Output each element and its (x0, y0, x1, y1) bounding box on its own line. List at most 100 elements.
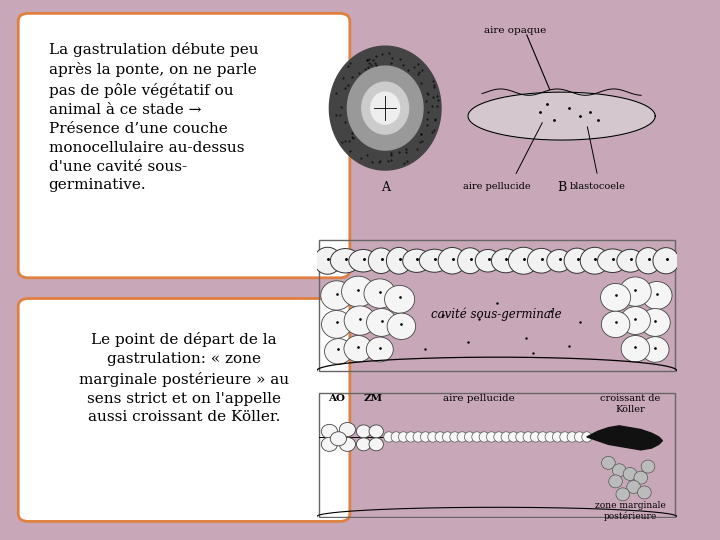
Ellipse shape (356, 438, 371, 451)
Ellipse shape (640, 308, 670, 336)
Ellipse shape (348, 249, 378, 272)
Ellipse shape (450, 432, 460, 442)
Ellipse shape (508, 247, 539, 274)
Ellipse shape (398, 432, 408, 442)
Ellipse shape (492, 249, 520, 273)
Ellipse shape (580, 247, 609, 274)
Ellipse shape (598, 249, 628, 273)
Ellipse shape (356, 425, 371, 438)
Ellipse shape (634, 471, 648, 484)
Ellipse shape (330, 248, 361, 273)
Ellipse shape (545, 432, 555, 442)
Ellipse shape (642, 336, 669, 362)
Ellipse shape (341, 276, 375, 307)
Text: croissant de
Köller: croissant de Köller (600, 394, 660, 414)
Ellipse shape (457, 432, 467, 442)
Ellipse shape (575, 432, 585, 442)
Ellipse shape (487, 432, 497, 442)
Ellipse shape (325, 339, 352, 364)
Ellipse shape (621, 307, 650, 334)
Ellipse shape (582, 432, 592, 442)
Ellipse shape (531, 432, 541, 442)
Ellipse shape (458, 248, 482, 274)
Ellipse shape (636, 248, 660, 274)
Ellipse shape (616, 488, 629, 501)
Ellipse shape (494, 432, 504, 442)
FancyBboxPatch shape (18, 14, 350, 278)
Text: blastocoele: blastocoele (570, 182, 626, 191)
Text: cavité sous-germinale: cavité sous-germinale (431, 308, 562, 321)
Ellipse shape (564, 248, 590, 273)
Polygon shape (348, 66, 423, 150)
Ellipse shape (428, 432, 438, 442)
Ellipse shape (435, 432, 445, 442)
Text: B: B (557, 181, 566, 194)
Ellipse shape (321, 424, 338, 438)
Ellipse shape (369, 248, 394, 274)
Text: zone marginale
postérieure: zone marginale postérieure (595, 501, 665, 521)
Polygon shape (330, 46, 441, 170)
Ellipse shape (546, 249, 572, 272)
Ellipse shape (366, 337, 393, 362)
Ellipse shape (559, 432, 570, 442)
Ellipse shape (538, 432, 548, 442)
Text: Le point de départ de la
gastrulation: « zone
marginale postérieure » au
sens st: Le point de départ de la gastrulation: «… (79, 332, 289, 424)
Polygon shape (587, 426, 662, 450)
Ellipse shape (617, 249, 644, 272)
Ellipse shape (528, 248, 555, 273)
Text: aire pellucide: aire pellucide (463, 182, 531, 191)
Ellipse shape (601, 456, 615, 469)
Polygon shape (371, 92, 400, 124)
Ellipse shape (384, 432, 394, 442)
Ellipse shape (619, 277, 651, 306)
Ellipse shape (344, 306, 376, 335)
Ellipse shape (387, 247, 411, 274)
Polygon shape (468, 92, 655, 140)
Ellipse shape (567, 432, 577, 442)
Text: aire pellucide: aire pellucide (443, 394, 515, 403)
Ellipse shape (623, 468, 637, 481)
Ellipse shape (438, 247, 467, 274)
Text: La gastrulation débute peu
après la ponte, on ne parle
pas de pôle végétatif ou
: La gastrulation débute peu après la pont… (49, 42, 258, 192)
Ellipse shape (339, 437, 356, 451)
Ellipse shape (406, 432, 416, 442)
Ellipse shape (344, 335, 372, 362)
Ellipse shape (472, 432, 482, 442)
Ellipse shape (419, 249, 449, 272)
Ellipse shape (391, 432, 401, 442)
Ellipse shape (364, 279, 396, 308)
Ellipse shape (475, 249, 500, 272)
Ellipse shape (653, 248, 679, 274)
Ellipse shape (641, 460, 655, 473)
Ellipse shape (321, 281, 353, 310)
Ellipse shape (600, 284, 631, 311)
Ellipse shape (612, 464, 626, 477)
Text: aire opaque: aire opaque (484, 26, 546, 35)
Ellipse shape (330, 432, 346, 446)
Ellipse shape (369, 425, 383, 438)
Ellipse shape (413, 432, 423, 442)
Ellipse shape (637, 486, 651, 499)
Ellipse shape (608, 475, 622, 488)
Ellipse shape (402, 249, 431, 272)
Ellipse shape (642, 281, 672, 309)
Ellipse shape (621, 335, 649, 362)
Ellipse shape (366, 308, 397, 336)
Ellipse shape (442, 432, 452, 442)
Ellipse shape (464, 432, 474, 442)
Ellipse shape (384, 285, 415, 313)
Ellipse shape (369, 438, 383, 451)
Ellipse shape (516, 432, 526, 442)
Ellipse shape (314, 247, 341, 274)
Text: A: A (381, 181, 390, 194)
FancyBboxPatch shape (18, 299, 350, 522)
Ellipse shape (523, 432, 534, 442)
Ellipse shape (387, 313, 415, 340)
Ellipse shape (626, 481, 641, 494)
Text: ZM: ZM (364, 394, 383, 403)
Ellipse shape (501, 432, 511, 442)
Ellipse shape (601, 311, 630, 338)
Ellipse shape (552, 432, 562, 442)
Text: AO: AO (328, 394, 345, 403)
Ellipse shape (339, 422, 356, 436)
